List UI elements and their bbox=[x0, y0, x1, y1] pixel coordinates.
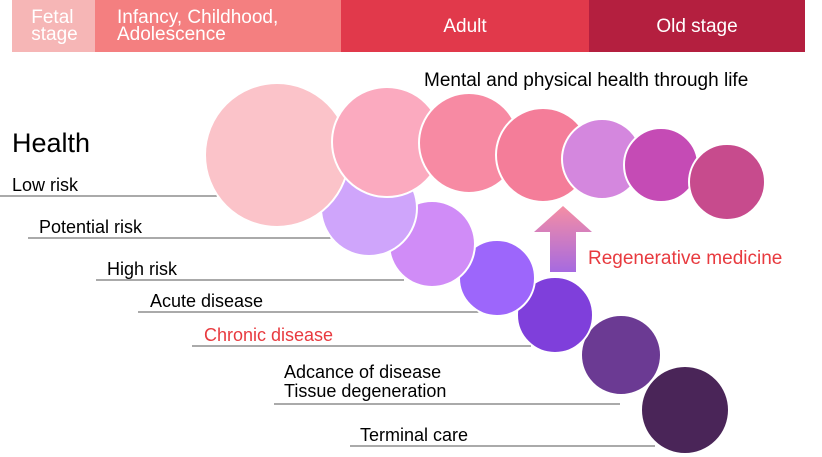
label-high-risk: High risk bbox=[107, 259, 178, 279]
label-potential-risk: Potential risk bbox=[39, 217, 143, 237]
circle-chronic-disease bbox=[516, 276, 594, 354]
label-acute-disease: Acute disease bbox=[150, 291, 264, 311]
circle-healthy-6 bbox=[623, 127, 699, 203]
life-stage-bar: Fetal stage Infancy, Childhood, Adolesce… bbox=[12, 0, 805, 52]
stage-adult: Adult bbox=[341, 0, 589, 52]
label-tissue-degeneration: Tissue degeneration bbox=[284, 381, 447, 401]
stage-fetal-line-2: stage bbox=[31, 24, 78, 45]
stage-infancy-line-2: Adolescence bbox=[117, 24, 226, 45]
label-advance-of-disease: Adcance of disease bbox=[284, 362, 442, 382]
regenerative-arrow-icon bbox=[534, 206, 592, 272]
circle-terminal-care bbox=[640, 365, 730, 455]
stage-adult-label: Adult bbox=[443, 15, 487, 37]
circle-healthy-7 bbox=[688, 143, 766, 221]
health-title: Health bbox=[12, 128, 91, 158]
healthy-path bbox=[204, 82, 766, 228]
stage-old: Old stage bbox=[589, 0, 805, 52]
stage-fetal-line-1: Fetal bbox=[31, 7, 74, 28]
disease-path bbox=[320, 159, 730, 455]
stage-infancy-line-1: Infancy, Childhood, bbox=[117, 7, 279, 28]
label-terminal-care: Terminal care bbox=[360, 425, 469, 445]
circle-advance-of-disease bbox=[580, 314, 662, 396]
label-chronic-disease: Chronic disease bbox=[204, 325, 334, 345]
label-low-risk: Low risk bbox=[12, 175, 79, 195]
stage-infancy: Infancy, Childhood, Adolescence bbox=[95, 0, 341, 52]
headline: Mental and physical health through life bbox=[424, 70, 749, 91]
circle-healthy-1 bbox=[204, 82, 350, 228]
stage-old-label: Old stage bbox=[656, 15, 738, 37]
regenerative-medicine-label: Regenerative medicine bbox=[588, 248, 783, 269]
stage-fetal: Fetal stage bbox=[12, 0, 95, 52]
level-lines bbox=[0, 195, 655, 447]
